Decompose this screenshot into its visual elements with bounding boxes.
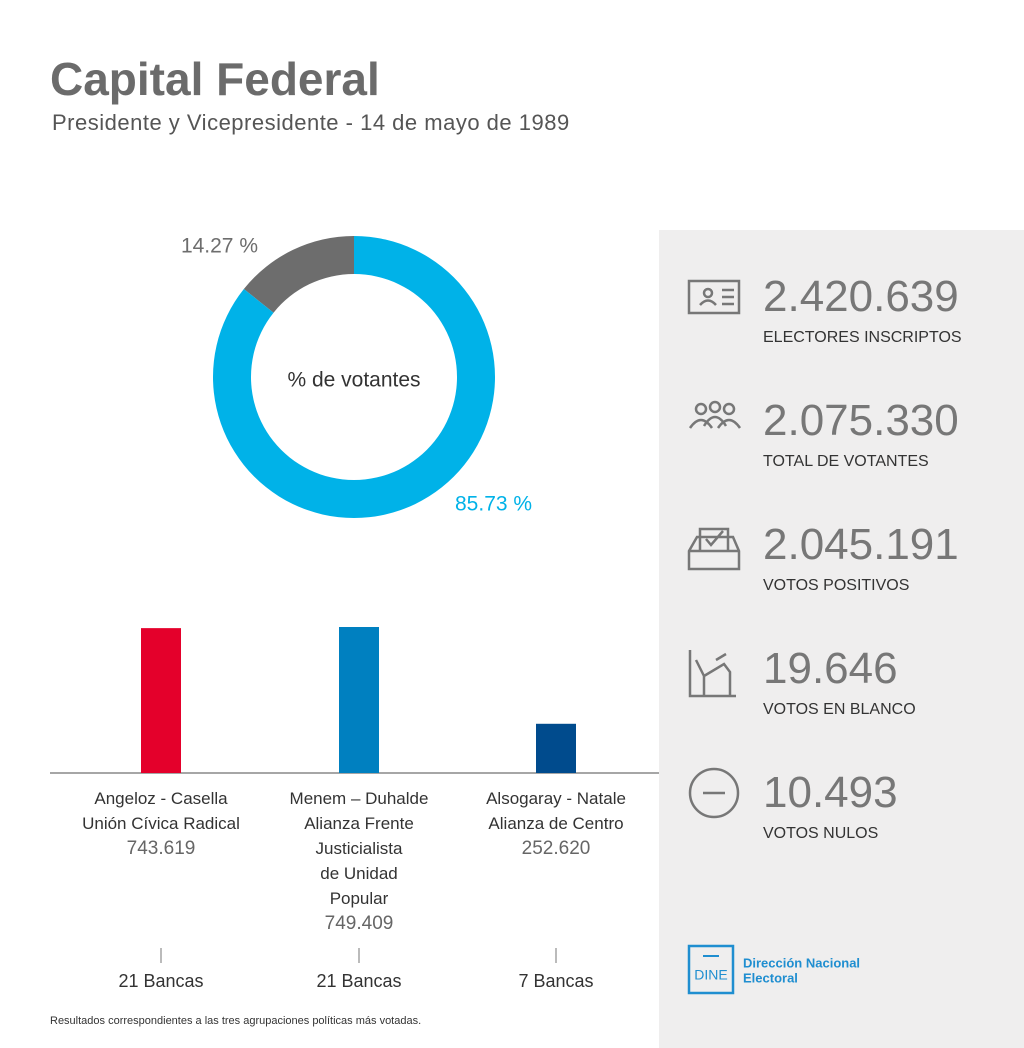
pie-label: 85.73 %	[455, 493, 532, 516]
icon-ballot	[687, 527, 741, 571]
stat-value: 2.420.639	[763, 272, 959, 321]
logo-mark: DINE	[694, 967, 727, 983]
bar	[339, 627, 379, 773]
bar	[141, 628, 181, 773]
stat-value: 2.045.191	[763, 520, 959, 569]
logo-name: Electoral	[743, 970, 798, 985]
icon-id	[687, 279, 741, 315]
pie-center-label: % de votantes	[287, 369, 420, 392]
stats-panel	[659, 230, 1024, 1048]
candidates: Alsogaray - Natale	[486, 789, 626, 808]
icon-id	[699, 288, 734, 306]
bar	[536, 723, 576, 773]
candidates: Angeloz - Casella	[94, 789, 228, 808]
stat-label: ELECTORES INSCRIPTOS	[763, 329, 962, 346]
stat-label: VOTOS EN BLANCO	[763, 701, 916, 718]
stat-value: 10.493	[763, 768, 898, 817]
stat-value: 19.646	[763, 644, 898, 693]
icon-people	[708, 400, 722, 414]
value-label: 749.409	[324, 913, 394, 934]
seats: 21 Bancas	[118, 971, 204, 991]
icon-blank	[688, 650, 736, 698]
icon-people	[722, 402, 736, 416]
candidates: Menem – Duhalde	[289, 789, 429, 808]
party: Unión Cívica Radical	[82, 814, 240, 833]
stat-label: TOTAL DE VOTANTES	[763, 453, 929, 470]
bar-label: Angeloz - Casella Unión Cívica Radical 743…	[66, 786, 256, 861]
icons	[160, 279, 742, 963]
value-label: 743.619	[126, 838, 196, 859]
bar-label: Alsogaray - Natale Alianza de Centro 252.6…	[461, 786, 651, 861]
value-label: 252.620	[521, 838, 591, 859]
seats: 7 Bancas	[518, 971, 594, 991]
pie-label: 14.27 %	[181, 235, 258, 258]
logo-name: Dirección Nacional	[743, 955, 860, 970]
footer: Resultados correspondientes a las tres a…	[50, 1015, 422, 1027]
party: Alianza Frente Justicialista de Unidad P…	[304, 814, 414, 908]
icon-people	[694, 402, 708, 416]
stat-label: VOTOS POSITIVOS	[763, 577, 910, 594]
pie-slice	[243, 236, 354, 313]
bar-label: Menem – Duhalde Alianza Frente Justiciali…	[264, 786, 454, 936]
icon-id	[702, 287, 714, 299]
icon-people	[688, 415, 742, 429]
stat-label: VOTOS NULOS	[763, 825, 879, 842]
subtitle: Presidente y Vicepresidente - 14 de mayo…	[52, 110, 570, 135]
title: Capital Federal	[50, 53, 380, 105]
icon-null	[688, 767, 740, 819]
party: Alianza de Centro	[488, 814, 624, 833]
seats: 21 Bancas	[316, 971, 402, 991]
stat-value: 2.075.330	[763, 396, 959, 445]
logo-box	[687, 944, 735, 995]
